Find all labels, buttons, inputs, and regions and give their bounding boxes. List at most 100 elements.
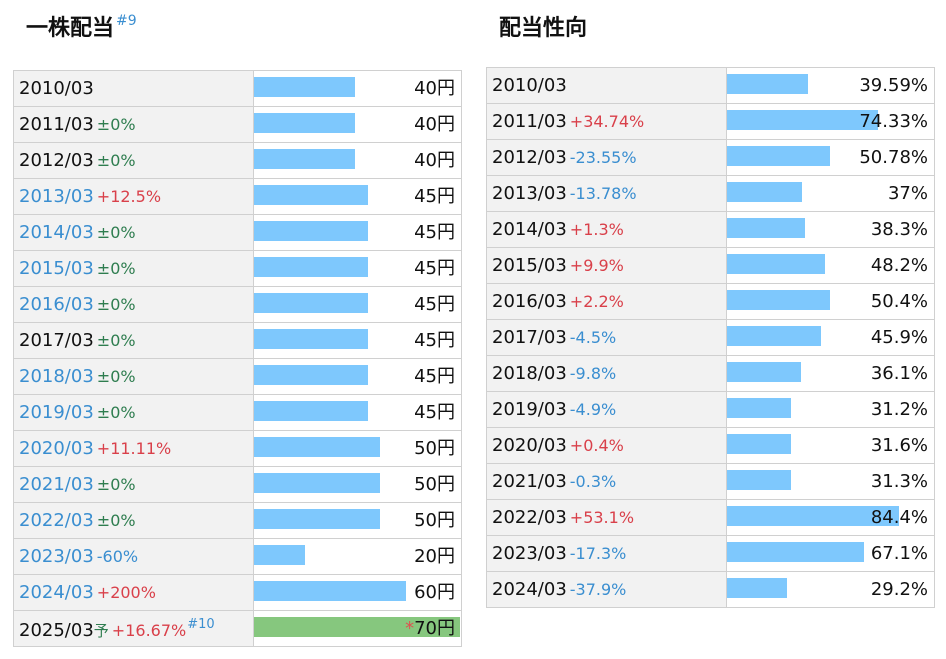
payout-bar bbox=[727, 506, 899, 526]
dividend-value-label: 40円 bbox=[414, 143, 455, 178]
dividend-value-label: 50円 bbox=[414, 467, 455, 502]
payout-bar-cell: 31.2% bbox=[726, 391, 935, 428]
dividend-bar bbox=[254, 185, 368, 205]
dividend-value-label: 45円 bbox=[414, 179, 455, 214]
dividend-period-cell: 2024/03 +200% bbox=[13, 574, 254, 611]
payout-change-label: -0.3% bbox=[569, 472, 617, 491]
forecast-note[interactable]: #10 bbox=[187, 616, 215, 632]
dividend-period-label[interactable]: 2023/03 bbox=[19, 546, 94, 567]
dividend-period-label[interactable]: 2021/03 bbox=[19, 474, 94, 495]
payout-period-label: 2024/03 bbox=[492, 579, 567, 600]
dividend-row: 2020/03 +11.11% 50円 bbox=[13, 430, 462, 467]
payout-row: 2013/03 -13.78% 37% bbox=[486, 175, 935, 212]
dividend-period-label: 2010/03 bbox=[19, 78, 94, 99]
dividend-value-text: 40円 bbox=[414, 150, 455, 171]
payout-row: 2014/03 +1.3% 38.3% bbox=[486, 211, 935, 248]
payout-period-cell: 2019/03 -4.9% bbox=[486, 391, 727, 428]
payout-value-label: 50.4% bbox=[871, 284, 928, 319]
payout-bar bbox=[727, 146, 830, 166]
payout-period-label: 2011/03 bbox=[492, 111, 567, 132]
payout-bar bbox=[727, 290, 830, 310]
dividend-bar bbox=[254, 365, 368, 385]
dividend-period-cell: 2015/03 ±0% bbox=[13, 250, 254, 287]
dividend-period-cell: 2010/03 bbox=[13, 70, 254, 107]
payout-change-label: +1.3% bbox=[569, 220, 624, 239]
dividend-bar-cell: 45円 bbox=[253, 178, 462, 215]
dividend-bar bbox=[254, 329, 368, 349]
payout-period-label: 2020/03 bbox=[492, 435, 567, 456]
dividend-period-label[interactable]: 2014/03 bbox=[19, 222, 94, 243]
dividend-bar bbox=[254, 437, 380, 457]
dividend-value-label: 60円 bbox=[414, 575, 455, 610]
dividend-bar-cell: 40円 bbox=[253, 70, 462, 107]
payout-row: 2023/03 -17.3% 67.1% bbox=[486, 535, 935, 572]
dividend-period-cell: 2019/03 ±0% bbox=[13, 394, 254, 431]
payout-bar bbox=[727, 578, 787, 598]
dividend-value-label: *70円 bbox=[405, 611, 455, 646]
dividend-period-label[interactable]: 2020/03 bbox=[19, 438, 94, 459]
dividend-change-label: +11.11% bbox=[96, 439, 172, 458]
dividend-bar-cell: *70円 bbox=[253, 610, 462, 647]
payout-bar-cell: 50.78% bbox=[726, 139, 935, 176]
payout-row: 2012/03 -23.55% 50.78% bbox=[486, 139, 935, 176]
dividend-row: 2025/03予 +16.67%#10 *70円 bbox=[13, 610, 462, 647]
payout-change-label: -13.78% bbox=[569, 184, 637, 203]
dividend-change-label: ±0% bbox=[96, 511, 136, 530]
payout-value-label: 31.2% bbox=[871, 392, 928, 427]
payout-period-cell: 2011/03 +34.74% bbox=[486, 103, 727, 140]
payout-bar bbox=[727, 110, 878, 130]
dividend-value-label: 45円 bbox=[414, 287, 455, 322]
payout-period-cell: 2024/03 -37.9% bbox=[486, 571, 727, 608]
payout-change-label: -37.9% bbox=[569, 580, 627, 599]
dividend-row: 2017/03 ±0% 45円 bbox=[13, 322, 462, 359]
dividend-bar bbox=[254, 257, 368, 277]
dividend-period-label[interactable]: 2016/03 bbox=[19, 294, 94, 315]
dividend-table: 2010/03 40円 2011/03 ±0% 40円 2012/03 ±0% 40円 2013… bbox=[13, 70, 462, 647]
payout-row: 2019/03 -4.9% 31.2% bbox=[486, 391, 935, 428]
dividend-row: 2013/03 +12.5% 45円 bbox=[13, 178, 462, 215]
dividend-period-label[interactable]: 2013/03 bbox=[19, 186, 94, 207]
dividend-change-label: -60% bbox=[96, 547, 139, 566]
dividend-value-text: 50円 bbox=[414, 474, 455, 495]
payout-value-label: 36.1% bbox=[871, 356, 928, 391]
payout-row: 2020/03 +0.4% 31.6% bbox=[486, 427, 935, 464]
payout-value-text: 48.2% bbox=[870, 255, 928, 276]
payout-row: 2011/03 +34.74% 74.33% bbox=[486, 103, 935, 140]
payout-value-text: 38.3% bbox=[870, 219, 928, 240]
dividend-bar-cell: 45円 bbox=[253, 358, 462, 395]
payout-period-label: 2023/03 bbox=[492, 543, 567, 564]
dividend-value-text: 40円 bbox=[414, 114, 455, 135]
dividend-period-label[interactable]: 2022/03 bbox=[19, 510, 94, 531]
dividend-bar-cell: 45円 bbox=[253, 394, 462, 431]
payout-bar-cell: 36.1% bbox=[726, 355, 935, 392]
dividend-bar-cell: 45円 bbox=[253, 286, 462, 323]
dividend-row: 2022/03 ±0% 50円 bbox=[13, 502, 462, 539]
dividend-period-label[interactable]: 2018/03 bbox=[19, 366, 94, 387]
dividend-value-text: 45円 bbox=[414, 258, 455, 279]
dividend-bar bbox=[254, 77, 355, 97]
payout-title-text: 配当性向 bbox=[499, 16, 588, 41]
payout-period-label: 2012/03 bbox=[492, 147, 567, 168]
payout-value-text: 31.2% bbox=[870, 399, 928, 420]
payout-change-label: -4.9% bbox=[569, 400, 617, 419]
dividend-value-text: 45円 bbox=[414, 294, 455, 315]
dividend-period-cell: 2016/03 ±0% bbox=[13, 286, 254, 323]
payout-value-label: 31.3% bbox=[871, 464, 928, 499]
dividend-row: 2019/03 ±0% 45円 bbox=[13, 394, 462, 431]
dividend-bar bbox=[254, 509, 380, 529]
payout-value-text: 39.59% bbox=[859, 75, 928, 96]
dividend-period-label[interactable]: 2015/03 bbox=[19, 258, 94, 279]
dividend-value-text: 60円 bbox=[414, 582, 455, 603]
dividend-bar-cell: 50円 bbox=[253, 502, 462, 539]
payout-value-label: 48.2% bbox=[871, 248, 928, 283]
payout-bar-cell: 37% bbox=[726, 175, 935, 212]
dividend-period-label[interactable]: 2019/03 bbox=[19, 402, 94, 423]
dividend-period-label[interactable]: 2024/03 bbox=[19, 582, 94, 603]
payout-value-label: 74.33% bbox=[859, 104, 928, 139]
dividend-title-note[interactable]: #9 bbox=[116, 13, 137, 29]
payout-value-label: 39.59% bbox=[859, 68, 928, 103]
payout-row: 2021/03 -0.3% 31.3% bbox=[486, 463, 935, 500]
payout-bar bbox=[727, 326, 821, 346]
dividend-change-label: +200% bbox=[96, 583, 156, 602]
payout-period-cell: 2010/03 bbox=[486, 67, 727, 104]
